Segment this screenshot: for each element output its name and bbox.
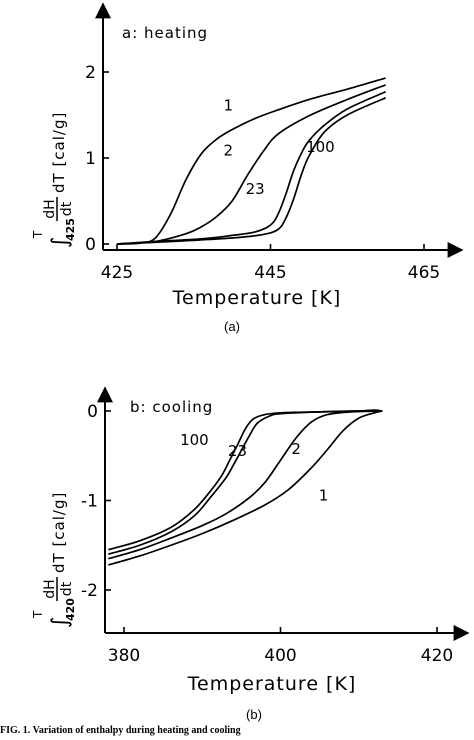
panel-b-label: b: cooling	[130, 398, 213, 416]
panel-b-x-ticks: 380 400 420	[108, 627, 453, 666]
y-tick-label: -2	[81, 581, 98, 601]
y-tick-label: 0	[85, 235, 96, 255]
panel-b-sublabel: (b)	[246, 707, 262, 722]
panel-a-y-ticks: 0 1 2	[85, 63, 109, 255]
series-line-1	[116, 77, 386, 245]
panel-a-x-ticks: 425 445 465	[101, 244, 440, 283]
panel-b-ylabel-lower: 420	[64, 598, 77, 621]
series-line-2	[116, 84, 386, 245]
panel-b-curve-labels: 100 23 2 1	[180, 431, 328, 504]
curve-label: 100	[180, 431, 209, 449]
panel-a-curves	[116, 77, 386, 245]
panel-a-heating: 425 445 465 0 1 2 1 2 23 100 a: heating Tempera…	[31, 2, 464, 334]
panel-b-x-axis-label: Temperature [K]	[187, 673, 357, 695]
panel-a-ylabel-den: dt	[59, 201, 75, 216]
x-tick-label: 425	[101, 263, 133, 283]
panel-b-ylabel-integral: ∫	[48, 617, 73, 628]
curve-label: 23	[246, 180, 265, 198]
panel-b-cooling: 380 400 420 0 -1 -2 100 23 2 1 b: cooling Tempe…	[31, 386, 470, 722]
series-line-100	[108, 409, 383, 551]
x-tick-label: 400	[264, 646, 296, 666]
x-tick-label: 420	[421, 646, 453, 666]
panel-b-curves	[108, 409, 383, 566]
panel-a-x-axis-label: Temperature [K]	[172, 287, 342, 309]
panel-b-ylabel-den: dt	[59, 581, 75, 596]
y-tick-label: 2	[85, 63, 96, 83]
panel-a-ylabel-integral: ∫	[48, 237, 73, 248]
x-tick-label: 445	[254, 263, 286, 283]
panel-b-y-axis-label: ∫ 420 T dH dt dT [cal/g]	[31, 492, 77, 628]
curve-label: 2	[291, 440, 301, 458]
curve-label: 1	[224, 97, 234, 115]
figure-caption: FIG. 1. Variation of enthalpy during hea…	[0, 725, 241, 736]
panel-a-ylabel-upper: T	[31, 230, 45, 239]
curve-label: 1	[319, 487, 329, 505]
panel-a-ylabel-lower: 425	[64, 218, 77, 241]
panel-a-ylabel-num: dH	[42, 199, 58, 218]
panel-b-y-ticks: 0 -1 -2	[81, 402, 111, 601]
panel-a-label: a: heating	[122, 24, 208, 42]
x-tick-label: 465	[408, 263, 440, 283]
panel-b-ylabel-upper: T	[31, 610, 45, 619]
series-line-23	[108, 410, 383, 556]
curve-label: 23	[228, 442, 247, 460]
x-tick-label: 380	[108, 646, 140, 666]
curve-label: 2	[224, 141, 234, 159]
panel-a-ylabel-rest: dT [cal/g]	[50, 112, 68, 193]
y-tick-label: -1	[81, 492, 98, 512]
curve-label: 100	[306, 138, 335, 156]
y-tick-label: 0	[87, 402, 98, 422]
panel-a-curve-labels: 1 2 23 100	[224, 97, 335, 198]
panel-a-sublabel: (a)	[224, 319, 240, 334]
series-line-2	[108, 410, 383, 560]
panel-a-y-axis-label: ∫ 425 T dH dt dT [cal/g]	[31, 112, 77, 248]
y-tick-label: 1	[85, 149, 96, 169]
panel-b-ylabel-num: dH	[42, 579, 58, 598]
series-line-100	[116, 97, 386, 245]
panel-b-ylabel-rest: dT [cal/g]	[50, 492, 68, 573]
series-line-23	[116, 91, 386, 245]
series-line-1	[108, 410, 383, 566]
